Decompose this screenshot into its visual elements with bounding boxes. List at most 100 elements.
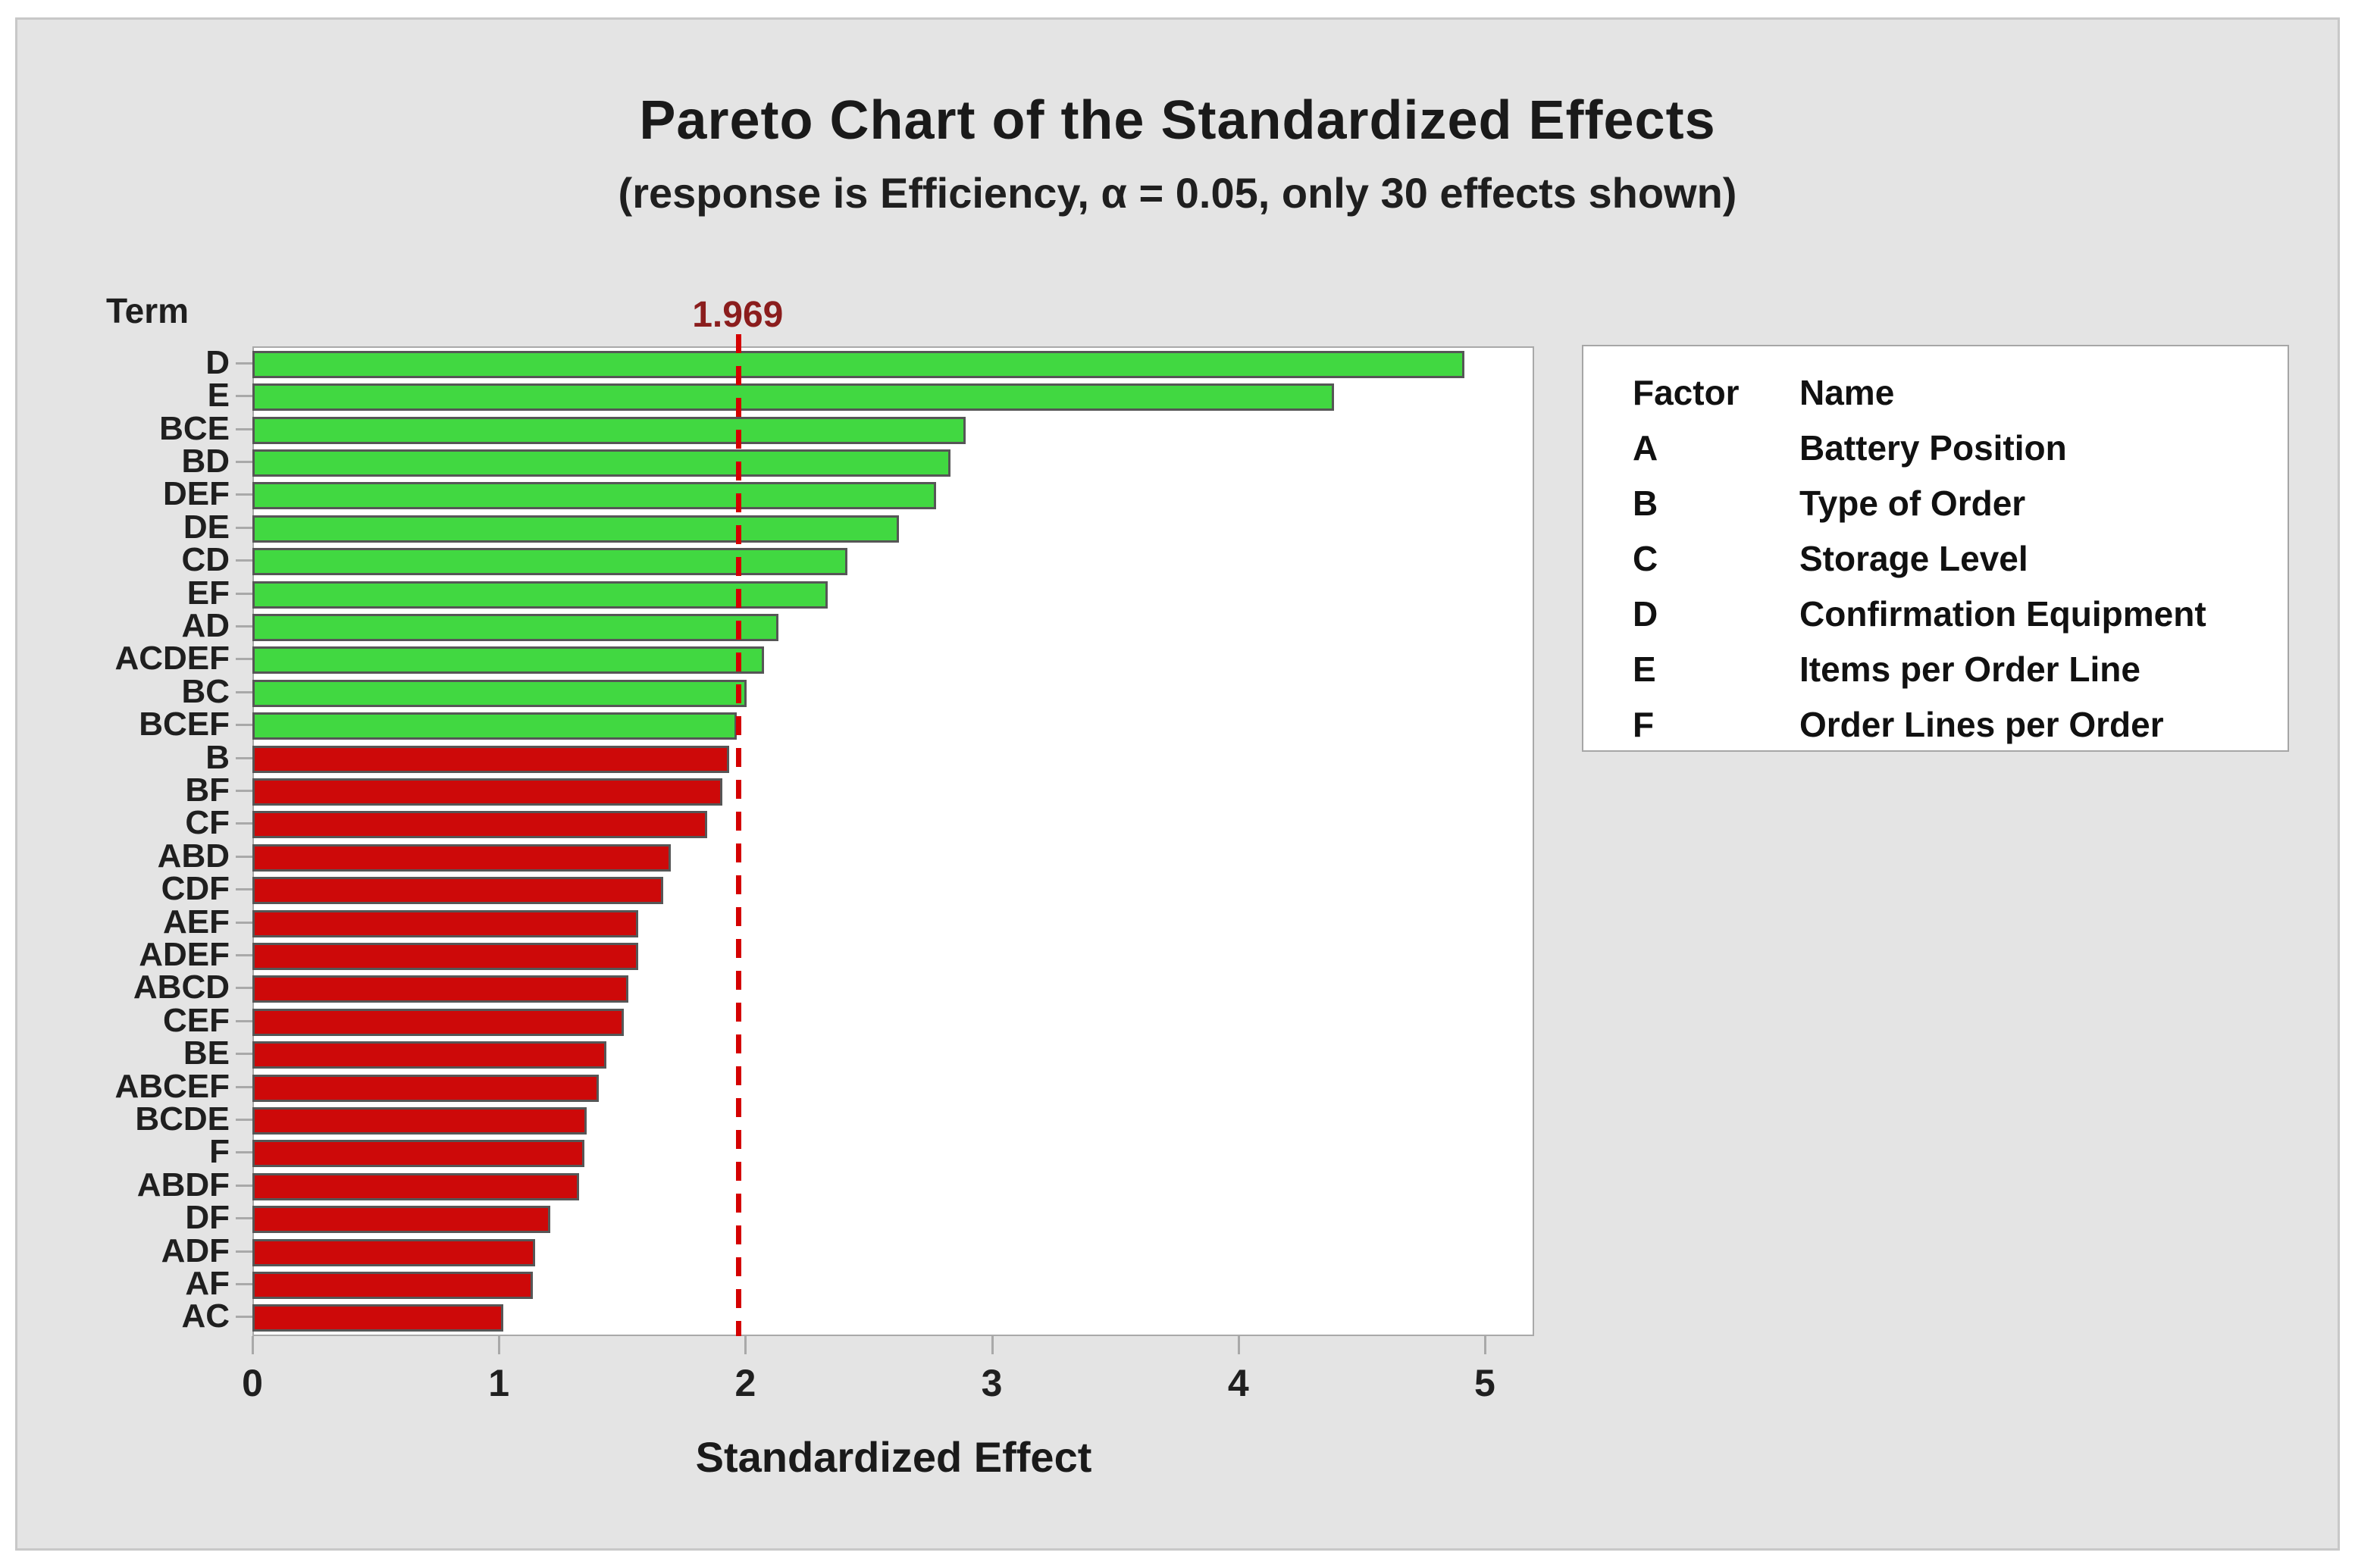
- bar-B: [252, 745, 730, 773]
- y-tick: [236, 526, 252, 529]
- legend-factor-F: F: [1633, 704, 1655, 744]
- term-label-BCDE: BCDE: [135, 1100, 230, 1138]
- term-label-BCE: BCE: [159, 409, 230, 447]
- bar-ABDF: [252, 1172, 580, 1200]
- bar-F: [252, 1140, 584, 1168]
- term-label-AEF: AEF: [163, 903, 230, 940]
- bar-BC: [252, 679, 747, 707]
- legend-factor-B: B: [1633, 483, 1658, 523]
- y-tick: [236, 888, 252, 891]
- term-label-CF: CF: [185, 804, 230, 842]
- y-axis-tick-marks: [236, 346, 252, 1336]
- y-axis-title: Term: [106, 291, 189, 330]
- chart-subtitle: (response is Efficiency, α = 0.05, only …: [618, 169, 1737, 217]
- y-tick: [236, 822, 252, 825]
- term-label-D: D: [205, 343, 230, 381]
- legend-name-D: Confirmation Equipment: [1799, 593, 2206, 634]
- term-label-ABD: ABD: [157, 837, 230, 875]
- term-label-B: B: [205, 738, 230, 776]
- legend-factor-A: A: [1633, 427, 1658, 468]
- bar-DF: [252, 1206, 550, 1234]
- y-tick: [236, 1250, 252, 1253]
- y-tick: [236, 987, 252, 990]
- x-axis-title: Standardized Effect: [695, 1433, 1092, 1481]
- term-label-BD: BD: [181, 442, 230, 480]
- term-label-BE: BE: [183, 1034, 230, 1072]
- x-tick-label-3: 3: [981, 1362, 1003, 1404]
- term-label-CD: CD: [181, 541, 230, 579]
- bar-CEF: [252, 1008, 624, 1036]
- y-tick: [236, 1085, 252, 1088]
- x-tick-label-2: 2: [734, 1362, 756, 1404]
- bar-CDF: [252, 877, 663, 905]
- y-tick: [236, 789, 252, 792]
- term-label-EF: EF: [186, 574, 230, 612]
- y-tick: [236, 1217, 252, 1220]
- bar-ABD: [252, 843, 671, 872]
- plot-area: [252, 334, 1534, 1336]
- y-tick: [236, 921, 252, 924]
- term-label-ADF: ADF: [161, 1232, 230, 1269]
- term-label-CDF: CDF: [161, 870, 230, 908]
- y-tick: [236, 1019, 252, 1022]
- bar-DE: [252, 515, 900, 543]
- y-tick: [236, 855, 252, 858]
- bar-CD: [252, 548, 848, 576]
- term-label-ADEF: ADEF: [139, 935, 230, 973]
- bar-ABCEF: [252, 1074, 600, 1102]
- legend-name-B: Type of Order: [1799, 483, 2026, 523]
- y-tick: [236, 1184, 252, 1187]
- y-tick: [236, 559, 252, 562]
- x-tick-5: [1483, 1336, 1486, 1354]
- y-tick: [236, 690, 252, 693]
- bar-AF: [252, 1271, 533, 1299]
- y-axis-tick-labels: D E BCE BD DEF DE CD EF AD ACDEF BC BCEF B BF CF ABD CDF…: [30, 346, 230, 1336]
- term-label-ABDF: ABDF: [136, 1166, 230, 1203]
- term-label-DE: DE: [183, 508, 230, 546]
- x-tick-1: [498, 1336, 501, 1354]
- x-tick-label-4: 4: [1227, 1362, 1249, 1404]
- reference-line: [735, 334, 741, 1336]
- term-label-ABCD: ABCD: [133, 969, 230, 1006]
- bar-ABCD: [252, 975, 629, 1003]
- term-label-BF: BF: [185, 771, 230, 809]
- y-tick: [236, 460, 252, 463]
- y-tick: [236, 1282, 252, 1285]
- y-tick: [236, 658, 252, 661]
- legend-name-F: Order Lines per Order: [1799, 704, 2164, 744]
- x-tick-label-1: 1: [488, 1362, 510, 1404]
- bar-BF: [252, 778, 722, 806]
- legend-header-factor: Factor: [1633, 372, 1740, 412]
- x-tick-label-5: 5: [1474, 1362, 1495, 1404]
- legend-name-C: Storage Level: [1799, 538, 2028, 578]
- bar-EF: [252, 581, 828, 609]
- bar-BCE: [252, 416, 966, 444]
- term-label-E: E: [207, 377, 230, 415]
- chart-title: Pareto Chart of the Standardized Effects: [639, 90, 1716, 151]
- y-tick: [236, 953, 252, 956]
- factor-legend: Factor Name A Battery Position B Type of Orde…: [1582, 345, 2289, 752]
- term-label-AD: AD: [181, 606, 230, 644]
- y-tick: [236, 756, 252, 759]
- y-tick: [236, 1053, 252, 1056]
- term-label-DF: DF: [185, 1199, 230, 1237]
- term-label-BCEF: BCEF: [139, 706, 230, 743]
- bar-D: [252, 350, 1465, 378]
- y-tick: [236, 395, 252, 398]
- factor-legend-table: Factor Name A Battery Position B Type of Orde…: [1633, 365, 2272, 752]
- term-label-DEF: DEF: [163, 475, 230, 513]
- term-label-BC: BC: [181, 672, 230, 710]
- legend-name-E: Items per Order Line: [1799, 649, 2140, 689]
- bar-ACDEF: [252, 646, 764, 674]
- x-tick-4: [1237, 1336, 1240, 1354]
- term-label-F: F: [209, 1133, 230, 1171]
- bar-DEF: [252, 482, 936, 510]
- bar-CF: [252, 811, 708, 839]
- bar-BCDE: [252, 1106, 587, 1135]
- bar-AD: [252, 613, 779, 641]
- legend-name-A: Battery Position: [1799, 427, 2067, 468]
- y-tick: [236, 361, 252, 365]
- term-label-AC: AC: [181, 1297, 230, 1335]
- x-tick-3: [991, 1336, 994, 1354]
